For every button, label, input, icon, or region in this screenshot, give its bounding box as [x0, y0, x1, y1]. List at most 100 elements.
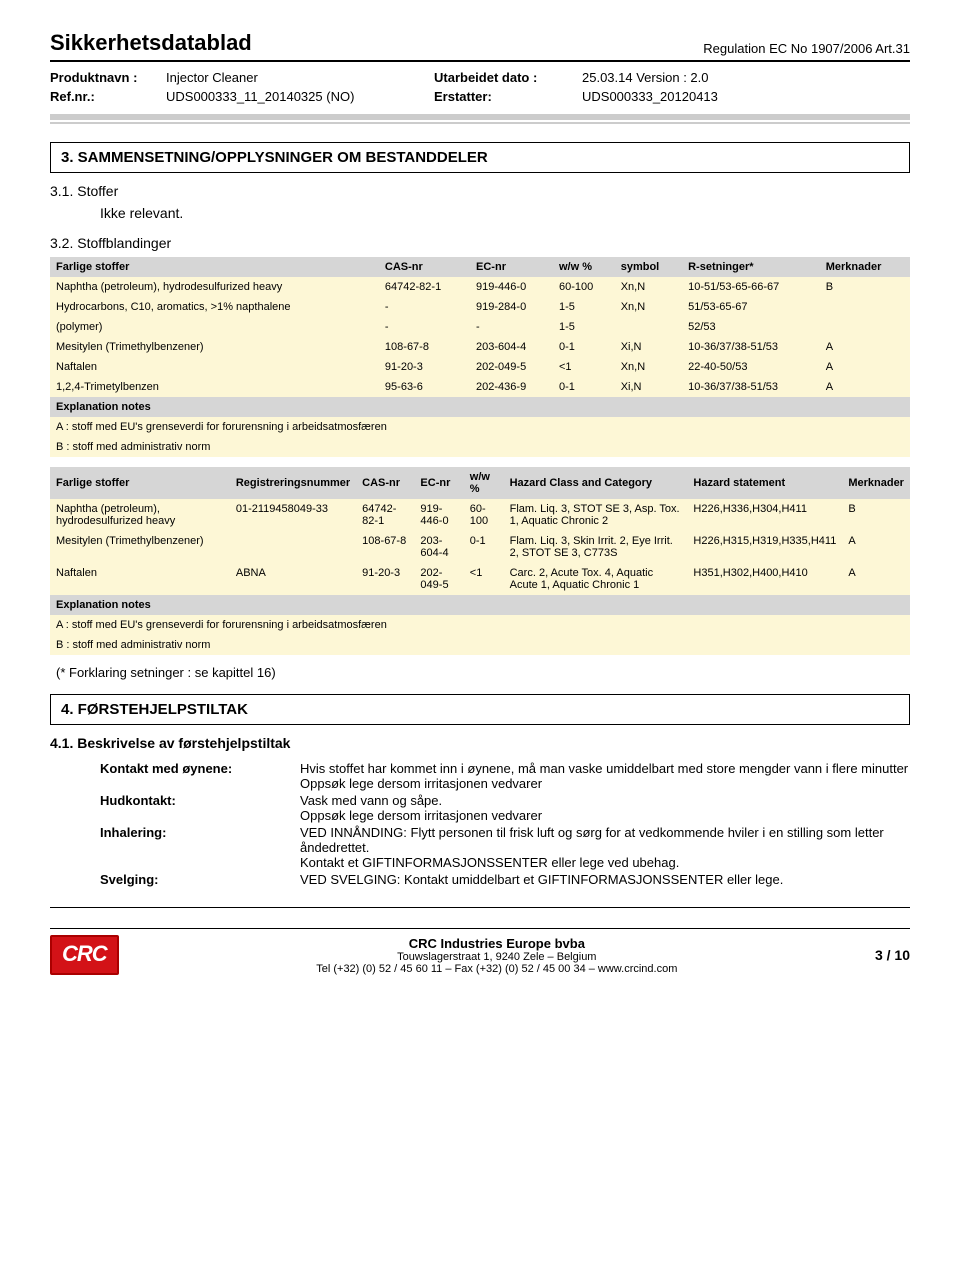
table-cell: 203-604-4 [470, 337, 553, 357]
table-cell: 91-20-3 [379, 357, 470, 377]
table-row: NaftalenABNA91-20-3202-049-5<1Carc. 2, A… [50, 563, 910, 595]
table-cell: 1,2,4-Trimetylbenzen [50, 377, 379, 397]
value-replaces: UDS000333_20120413 [582, 89, 718, 104]
table-row: (polymer)--1-552/53 [50, 317, 910, 337]
table-cell: 10-36/37/38-51/53 [682, 377, 820, 397]
label-ref: Ref.nr.: [50, 89, 158, 104]
table-cell: A [842, 531, 910, 563]
table-cell: 52/53 [682, 317, 820, 337]
table-cell: 202-436-9 [470, 377, 553, 397]
table-cell [230, 531, 356, 563]
footer-tel: Tel (+32) (0) 52 / 45 60 11 – Fax (+32) … [119, 963, 875, 975]
table-header: Hazard statement [687, 467, 842, 499]
table-cell: 202-049-5 [414, 563, 463, 595]
table-cell: B [842, 499, 910, 531]
table-cell: - [379, 317, 470, 337]
section-3-1-text: Ikke relevant. [100, 205, 910, 221]
page-number: 3 / 10 [875, 947, 910, 963]
explanation-note: B : stoff med administrativ norm [50, 437, 910, 457]
table-cell: 0-1 [553, 337, 615, 357]
first-aid-label: Kontakt med øynene: [100, 761, 300, 791]
table-cell: Flam. Liq. 3, STOT SE 3, Asp. Tox. 1, Aq… [504, 499, 688, 531]
table-cell: Mesitylen (Trimethylbenzener) [50, 337, 379, 357]
table-cell: A [820, 337, 910, 357]
table-header: EC-nr [414, 467, 463, 499]
first-aid-label: Hudkontakt: [100, 793, 300, 823]
table-header: Registreringsnummer [230, 467, 356, 499]
table-cell: 919-446-0 [470, 277, 553, 297]
label-replaces: Erstatter: [434, 89, 574, 104]
table-cell: H226,H336,H304,H411 [687, 499, 842, 531]
first-aid-item: Inhalering:VED INNÅNDING: Flytt personen… [100, 825, 910, 870]
section-3-2: 3.2. Stoffblandinger [50, 235, 910, 251]
crc-logo: CRC [50, 935, 119, 975]
table-ingredients-1: Farlige stofferCAS-nrEC-nrw/w %symbolR-s… [50, 257, 910, 457]
table-cell: 95-63-6 [379, 377, 470, 397]
table-cell: Flam. Liq. 3, Skin Irrit. 2, Eye Irrit. … [504, 531, 688, 563]
table-cell: <1 [553, 357, 615, 377]
table-cell: ABNA [230, 563, 356, 595]
table-cell: 0-1 [553, 377, 615, 397]
table-cell: 108-67-8 [356, 531, 414, 563]
table-cell: Xi,N [615, 337, 682, 357]
table-cell: (polymer) [50, 317, 379, 337]
first-aid-label: Inhalering: [100, 825, 300, 870]
explanation-note: A : stoff med EU's grenseverdi for forur… [50, 417, 910, 437]
first-aid-text: VED SVELGING: Kontakt umiddelbart et GIF… [300, 872, 910, 887]
table-cell: Xn,N [615, 277, 682, 297]
table-cell: A [820, 377, 910, 397]
explanation-note: B : stoff med administrativ norm [50, 635, 910, 655]
table-cell: 60-100 [464, 499, 504, 531]
section-4-1: 4.1. Beskrivelse av førstehjelpstiltak [50, 735, 910, 751]
table-cell: - [470, 317, 553, 337]
value-ref: UDS000333_11_20140325 (NO) [166, 89, 426, 104]
table-header: Farlige stoffer [50, 257, 379, 277]
footnote-explanation: (* Forklaring setninger : se kapittel 16… [56, 665, 910, 680]
table-cell: Naphtha (petroleum), hydrodesulfurized h… [50, 499, 230, 531]
table-header: Merknader [842, 467, 910, 499]
table-cell: 51/53-65-67 [682, 297, 820, 317]
footer-address: Touwslagerstraat 1, 9240 Zele – Belgium [119, 951, 875, 963]
table-row: Naphtha (petroleum), hydrodesulfurized h… [50, 499, 910, 531]
table-header: symbol [615, 257, 682, 277]
table-cell [820, 317, 910, 337]
table-cell: 202-049-5 [470, 357, 553, 377]
table-cell: Hydrocarbons, C10, aromatics, >1% naptha… [50, 297, 379, 317]
first-aid-item: Svelging:VED SVELGING: Kontakt umiddelba… [100, 872, 910, 887]
explanation-note: A : stoff med EU's grenseverdi for forur… [50, 615, 910, 635]
table-cell: 10-51/53-65-66-67 [682, 277, 820, 297]
section-3-1: 3.1. Stoffer [50, 183, 910, 199]
table-cell: 64742-82-1 [379, 277, 470, 297]
table-row: Naftalen91-20-3202-049-5<1Xn,N22-40-50/5… [50, 357, 910, 377]
table-row: Hydrocarbons, C10, aromatics, >1% naptha… [50, 297, 910, 317]
table-header: Farlige stoffer [50, 467, 230, 499]
doc-title: Sikkerhetsdatablad [50, 30, 252, 56]
table-cell: 108-67-8 [379, 337, 470, 357]
table-cell [615, 317, 682, 337]
table-cell: 01-2119458049-33 [230, 499, 356, 531]
label-product: Produktnavn : [50, 70, 158, 85]
table-cell: Xi,N [615, 377, 682, 397]
table-cell [820, 297, 910, 317]
table-cell: A [842, 563, 910, 595]
table-cell: <1 [464, 563, 504, 595]
table-cell: Naftalen [50, 357, 379, 377]
table-cell: 0-1 [464, 531, 504, 563]
table-header: Merknader [820, 257, 910, 277]
explanation-notes-header: Explanation notes [50, 397, 910, 417]
table-cell: 60-100 [553, 277, 615, 297]
table-cell: Xn,N [615, 297, 682, 317]
label-date: Utarbeidet dato : [434, 70, 574, 85]
table-header: w/w % [553, 257, 615, 277]
table-cell: B [820, 277, 910, 297]
table-cell: 203-604-4 [414, 531, 463, 563]
table-cell: Xn,N [615, 357, 682, 377]
value-product: Injector Cleaner [166, 70, 426, 85]
table-cell: Carc. 2, Acute Tox. 4, Aquatic Acute 1, … [504, 563, 688, 595]
table-cell: 10-36/37/38-51/53 [682, 337, 820, 357]
table-cell: 1-5 [553, 317, 615, 337]
value-date: 25.03.14 Version : 2.0 [582, 70, 708, 85]
table-cell: A [820, 357, 910, 377]
table-cell: - [379, 297, 470, 317]
table-ingredients-2: Farlige stofferRegistreringsnummerCAS-nr… [50, 467, 910, 655]
